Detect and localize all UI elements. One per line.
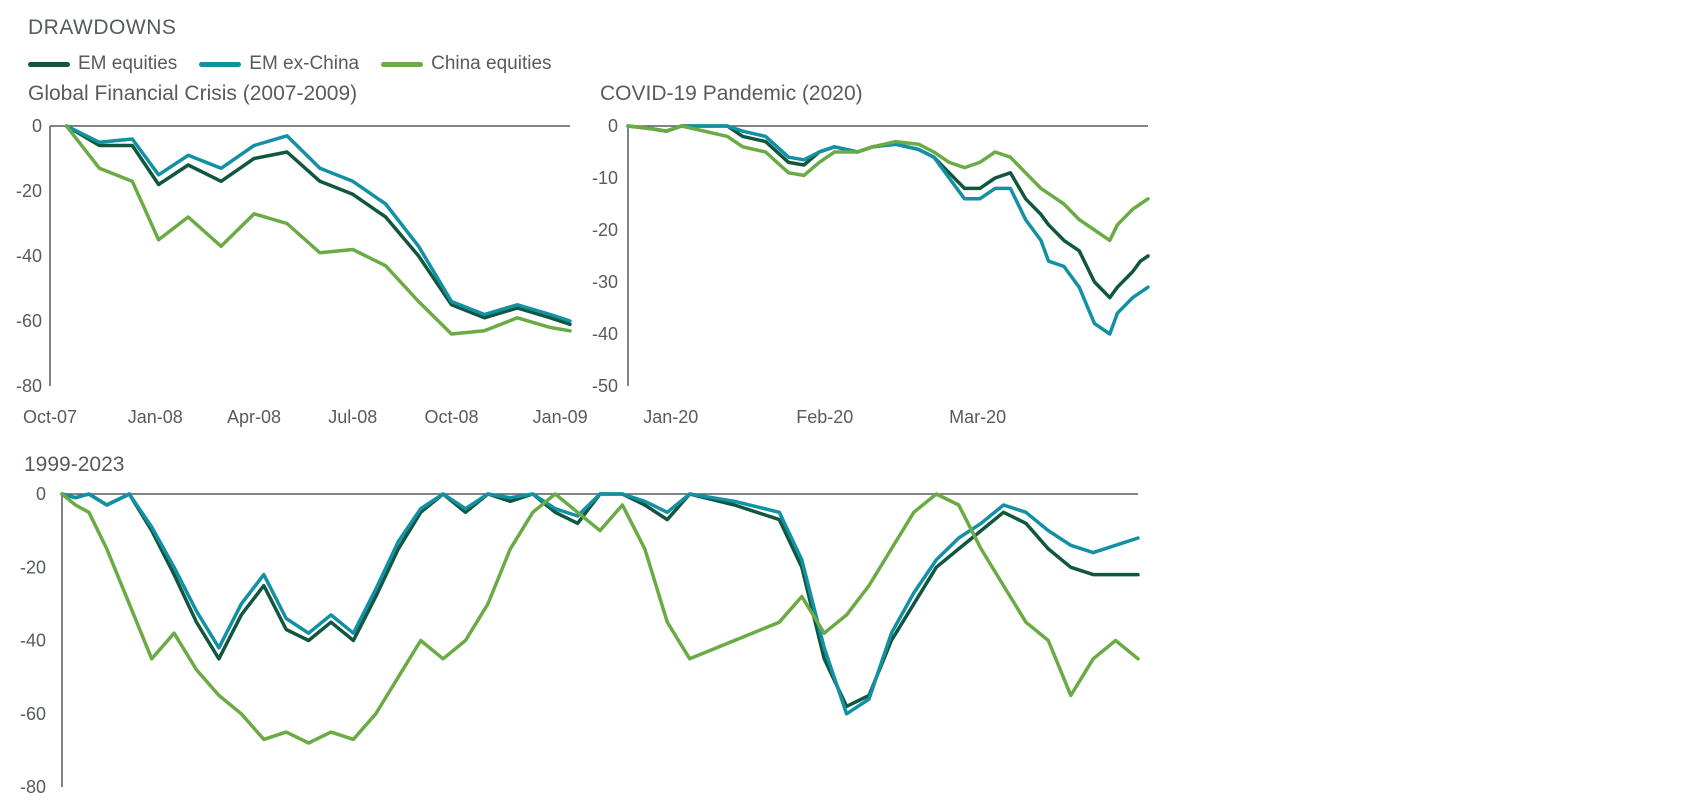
covid-y-tick-label: -40 [592,324,618,344]
gfc-y-tick-label: 0 [32,116,42,136]
gfc-y-tick-label: -40 [16,246,42,266]
longrun-y-tick-label: 0 [36,484,46,504]
gfc-chart-title: Global Financial Crisis (2007-2009) [28,82,358,105]
covid-chart-title: COVID-19 Pandemic (2020) [600,82,863,105]
gfc-series-em-equities [64,124,572,327]
legend: EM equities EM ex-China China equities [28,50,552,78]
gfc-x-tick-label: Jan-09 [533,407,588,427]
page-title: DRAWDOWNS [28,16,177,39]
longrun-y-tick-label: -60 [20,704,46,724]
gfc-x-tick-label: Oct-08 [425,407,479,427]
gfc-x-tick-label: Apr-08 [227,407,281,427]
longrun-chart-title: 1999-2023 [24,453,125,476]
legend-swatch-em-equities [28,61,70,67]
longrun-y-tick-label: -20 [20,557,46,577]
gfc-x-tick-label: Jul-08 [328,407,377,427]
legend-swatch-china-equities [381,61,424,67]
gfc-y-tick-label: -20 [16,181,42,201]
gfc-x-tick-label: Oct-07 [23,407,77,427]
legend-item-em-ex-china: EM ex-China [199,53,359,75]
gfc-y-tick-label: -80 [16,376,42,396]
longrun-series-em-equities [60,492,1140,709]
covid-y-tick-label: -50 [592,376,618,396]
covid-y-tick-label: -20 [592,220,618,240]
longrun-y-tick-label: -80 [20,777,46,797]
longrun-series-china-equities [60,492,1140,745]
legend-swatch-em-ex-china [199,61,242,67]
legend-label: EM ex-China [249,53,360,74]
gfc-series-em-ex-china [64,124,572,323]
legend-label: EM equities [78,53,178,74]
covid-x-tick-label: Feb-20 [796,407,853,427]
covid-series-em-ex-china [626,124,1150,336]
covid-x-tick-label: Jan-20 [643,407,698,427]
legend-item-china-equities: China equities [381,53,552,75]
covid-series-china-equities [626,124,1150,243]
covid-y-tick-label: 0 [608,116,618,136]
legend-item-em-equities: EM equities [28,53,177,75]
legend-label: China equities [431,53,552,74]
gfc-series-china-equities [64,124,572,336]
covid-y-tick-label: -10 [592,168,618,188]
covid-y-tick-label: -30 [592,272,618,292]
gfc-x-tick-label: Jan-08 [128,407,183,427]
gfc-y-tick-label: -60 [16,311,42,331]
longrun-series-em-ex-china [60,492,1140,716]
longrun-y-tick-label: -40 [20,631,46,651]
covid-x-tick-label: Mar-20 [949,407,1006,427]
